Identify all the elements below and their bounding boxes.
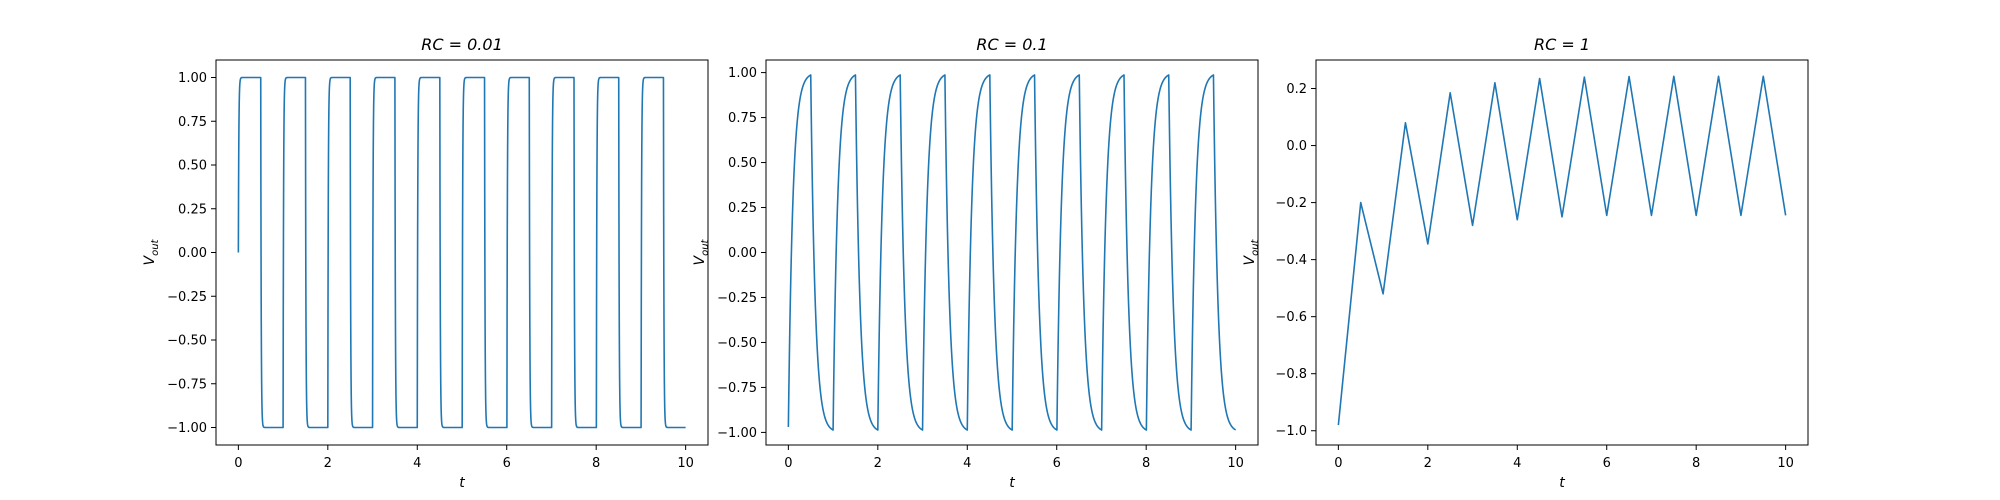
y-tick-label: −0.6 [1275, 310, 1307, 325]
x-tick-label: 8 [1142, 456, 1150, 471]
y-tick-label: −0.8 [1275, 367, 1307, 382]
chart-title: RC = 1 [1534, 35, 1590, 54]
y-tick-label: 1.00 [178, 71, 207, 86]
x-tick-label: 6 [503, 456, 511, 471]
series-line-2-1 [787, 74, 1237, 431]
x-tick-label: 0 [1334, 456, 1342, 471]
chart-panel-2: 0 2 4 6 8 10 −1.00 −0.75 −0.50 −0.25 0.00 0.25 0.50 0… [692, 35, 1259, 491]
y-tick-label: −0.75 [717, 381, 757, 396]
y-tick-label: 0.2 [1286, 82, 1307, 97]
chart-title: RC = 0.1 [976, 35, 1047, 54]
y-tick-label: −0.75 [167, 377, 207, 392]
y-tick-label: −0.4 [1275, 253, 1307, 268]
x-tick-label: 10 [677, 456, 694, 471]
y-tick-label: −1.00 [717, 426, 757, 441]
x-axis-label: t [1009, 475, 1015, 491]
x-axis-label: t [459, 475, 465, 491]
y-tick-label: 0.50 [728, 156, 757, 171]
x-tick-label: 8 [1692, 456, 1700, 471]
y-tick-label: 0.75 [178, 115, 207, 130]
y-tick-label: −0.2 [1275, 196, 1307, 211]
plot-frame [1315, 59, 1809, 446]
y-tick-label: −1.0 [1275, 424, 1307, 439]
y-axis-label: Vout [692, 238, 711, 265]
x-tick-label: 2 [1424, 456, 1432, 471]
x-tick-label: 6 [1053, 456, 1061, 471]
x-tick-label: 10 [1227, 456, 1244, 471]
y-tick-label: −0.50 [717, 336, 757, 351]
series-line-3-1 [1337, 75, 1787, 426]
series-line-1-1 [237, 76, 687, 429]
y-tick-label: −0.25 [167, 290, 207, 305]
x-tick-label: 10 [1777, 456, 1794, 471]
x-tick-label: 2 [324, 456, 332, 471]
x-tick-label: 4 [963, 456, 971, 471]
chart-title: RC = 0.01 [421, 35, 503, 54]
x-tick-label: 6 [1603, 456, 1611, 471]
x-tick-label: 8 [592, 456, 600, 471]
panels: 0 2 4 6 8 10−1.00−0.75−0.50−0.250.000.250.500… [142, 35, 1809, 491]
y-tick-label: 0.00 [178, 246, 207, 261]
x-axis-label: t [1559, 475, 1565, 491]
x-tick-label: 2 [874, 456, 882, 471]
y-tick-label: 0.25 [728, 201, 757, 216]
x-tick-label: 0 [784, 456, 792, 471]
y-axis-label: Vout [1242, 238, 1261, 265]
y-tick-label: 0.00 [728, 246, 757, 261]
y-tick-label: 1.00 [728, 66, 757, 81]
y-tick-label: 0.50 [178, 159, 207, 174]
x-tick-label: 4 [413, 456, 421, 471]
y-tick-label: 0.75 [728, 111, 757, 126]
y-tick-label: −0.50 [167, 334, 207, 349]
y-tick-label: 0.0 [1286, 139, 1307, 154]
y-tick-label: −1.00 [167, 421, 207, 436]
x-tick-label: 0 [234, 456, 242, 471]
chart-panel-3: 0 2 4 6 8 10 −1.0 −0.8 −0.6 −0.4 −0.2 0.0 0.2 RC = 1 t… [1242, 35, 1809, 491]
y-tick-label: 0.25 [178, 202, 207, 217]
chart-panel-1: 0 2 4 6 8 10 −1.00 −0.75 −0.50 −0.25 0.00 0.25 0.50 0… [142, 35, 709, 491]
y-axis-label: Vout [142, 238, 161, 265]
y-tick-label: −0.25 [717, 291, 757, 306]
x-tick-label: 4 [1513, 456, 1521, 471]
